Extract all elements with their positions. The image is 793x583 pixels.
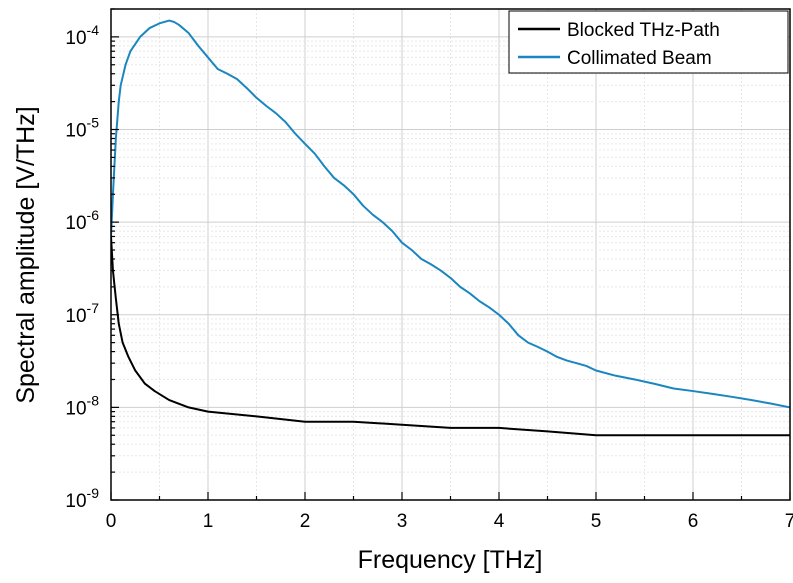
tick-labels: 0 1 2 3 4 5 6 7 10-9 10-8 10-7 10-6 10-5 10-4 <box>65 22 793 532</box>
x-tick-label: 4 <box>494 511 505 532</box>
legend-box <box>508 10 789 74</box>
x-tick-label: 6 <box>688 511 699 532</box>
y-tick-label: 10-4 <box>65 22 99 49</box>
y-axis-title: Spectral amplitude [V/THz] <box>12 106 40 403</box>
y-tick-label: 10-6 <box>65 207 99 234</box>
y-tick-label: 10-9 <box>65 485 99 512</box>
ticks <box>110 8 791 501</box>
legend-label-blocked: Blocked THz-Path <box>567 20 720 41</box>
x-axis-title: Frequency [THz] <box>358 546 543 574</box>
legend: Blocked THz-Path Collimated Beam <box>508 10 789 74</box>
x-tick-label: 2 <box>300 511 311 532</box>
x-tick-label: 7 <box>785 511 793 532</box>
legend-label-collimated: Collimated Beam <box>567 48 712 69</box>
grid <box>110 8 791 501</box>
y-tick-label: 10-5 <box>65 115 99 142</box>
series-line-blocked-thz-path <box>111 236 790 437</box>
x-tick-label: 5 <box>591 511 602 532</box>
series-group <box>111 19 790 437</box>
x-tick-label: 1 <box>203 511 214 532</box>
x-tick-label: 3 <box>397 511 408 532</box>
x-tick-label: 0 <box>106 511 117 532</box>
y-tick-label: 10-8 <box>65 392 99 419</box>
series-line-collimated-beam <box>111 19 790 409</box>
y-tick-label: 10-7 <box>65 300 99 327</box>
